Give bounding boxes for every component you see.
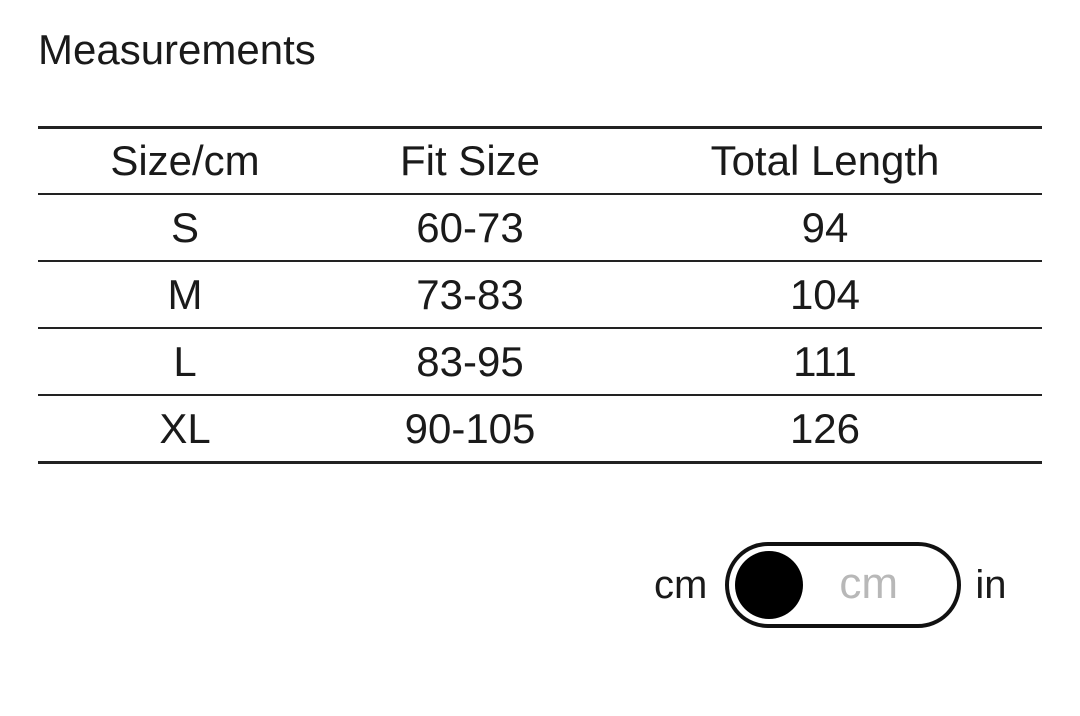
table-row: XL 90-105 126 [38,396,1042,461]
cell-fit-size: 60-73 [416,203,524,251]
cell-size: M [167,270,203,318]
table-row: M 73-83 104 [38,262,1042,329]
page-title: Measurements [38,26,316,73]
table-row: S 60-73 94 [38,195,1042,262]
cell-fit-size: 83-95 [416,337,524,385]
header-size: Size/cm [110,137,260,184]
cell-total-length: 94 [801,203,849,251]
cell-fit-size: 73-83 [416,270,524,318]
cell-total-length: 104 [789,270,861,318]
size-table: Size/cm Fit Size Total Length S 60-73 94… [38,126,1042,464]
table-header-row: Size/cm Fit Size Total Length [38,129,1042,195]
header-fit-size: Fit Size [399,137,541,184]
unit-toggle-group: cm cm in [654,541,1006,629]
table-row: L 83-95 111 [38,329,1042,396]
toggle-current-unit: cm [839,559,898,608]
cell-fit-size: 90-105 [404,404,536,452]
unit-label-cm[interactable]: cm [654,562,708,607]
unit-label-in[interactable]: in [975,562,1007,607]
cell-total-length: 111 [793,337,857,385]
toggle-knob[interactable] [735,551,804,619]
cell-size: XL [159,404,211,452]
cell-size: L [173,337,197,385]
cell-size: S [170,203,199,251]
unit-toggle[interactable]: cm [725,542,962,628]
header-total-length: Total Length [710,137,940,184]
cell-total-length: 126 [789,404,861,452]
